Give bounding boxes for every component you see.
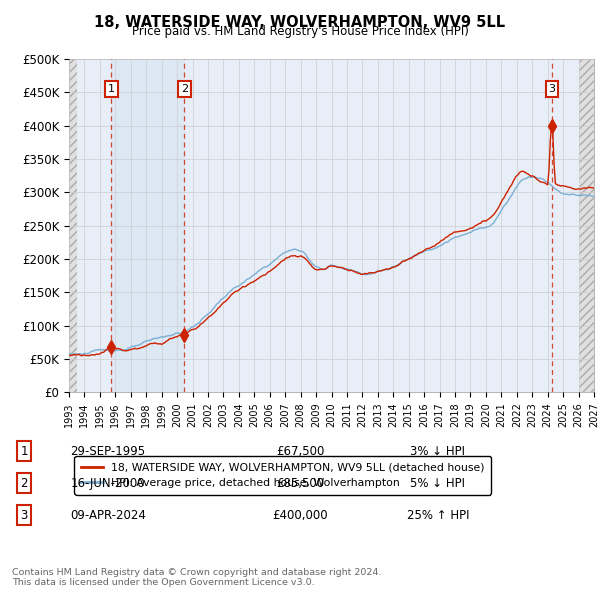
Text: 25% ↑ HPI: 25% ↑ HPI [407,509,469,522]
Bar [69,59,77,392]
Bar [112,59,184,392]
Text: 2: 2 [181,84,188,94]
Text: 5% ↓ HPI: 5% ↓ HPI [410,477,466,490]
Text: £85,500: £85,500 [276,477,324,490]
Text: £67,500: £67,500 [276,445,324,458]
Text: 18, WATERSIDE WAY, WOLVERHAMPTON, WV9 5LL: 18, WATERSIDE WAY, WOLVERHAMPTON, WV9 5L… [94,15,506,30]
Text: 1: 1 [108,84,115,94]
Legend: 18, WATERSIDE WAY, WOLVERHAMPTON, WV9 5LL (detached house), HPI: Average price, : 18, WATERSIDE WAY, WOLVERHAMPTON, WV9 5L… [74,456,491,494]
Text: Price paid vs. HM Land Registry's House Price Index (HPI): Price paid vs. HM Land Registry's House … [131,25,469,38]
Text: 3: 3 [20,509,28,522]
Bar [578,59,594,392]
Text: 3: 3 [548,84,556,94]
Bar [578,59,594,392]
Text: 1: 1 [20,445,28,458]
Text: 3% ↓ HPI: 3% ↓ HPI [410,445,466,458]
Text: £400,000: £400,000 [272,509,328,522]
Text: 16-JUN-2000: 16-JUN-2000 [71,477,145,490]
Bar [69,59,77,392]
Text: Contains HM Land Registry data © Crown copyright and database right 2024.
This d: Contains HM Land Registry data © Crown c… [12,568,382,587]
Text: 29-SEP-1995: 29-SEP-1995 [70,445,146,458]
Text: 09-APR-2024: 09-APR-2024 [70,509,146,522]
Text: 2: 2 [20,477,28,490]
